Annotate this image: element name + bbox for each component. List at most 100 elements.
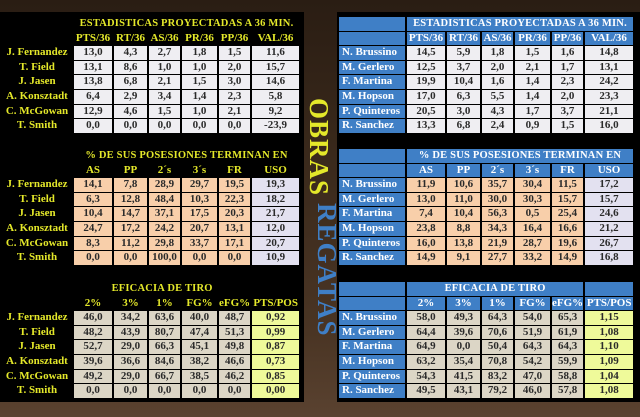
stat-cell: 14,1 — [74, 178, 112, 192]
stat-cell: 49,3 — [447, 311, 480, 325]
stat-cell: 13,0 — [407, 192, 445, 207]
stat-cell: 47,0 — [515, 369, 550, 384]
stat-cell: 24,7 — [74, 221, 112, 236]
stat-cell: 1,08 — [585, 325, 634, 340]
table-title: EFICACIA DE TIRO — [111, 283, 213, 294]
player-name: C. McGowan — [5, 104, 69, 117]
stat-cell: 70,8 — [482, 354, 513, 369]
table-row: M. Gerlero 64,4 39,6 70,6 51,9 61,9 1,08 — [339, 325, 634, 340]
table-row: C. McGowan 49,2 29,0 66,7 38,5 46,2 0,85 — [2, 369, 300, 384]
team-label-obras: OBRAS — [304, 98, 334, 197]
column-header: AS — [407, 163, 445, 178]
stat-cell: 54,3 — [407, 369, 445, 384]
stat-cell: 8,3 — [74, 236, 112, 251]
stat-cell: 30,3 — [515, 192, 550, 207]
stat-cell: 23,8 — [407, 221, 445, 236]
stat-cell: 46,0 — [515, 384, 550, 398]
stat-cell: 9,2 — [252, 104, 299, 119]
table-row: J. Fernandez 14,1 7,8 28,9 29,7 19,5 19,3 — [2, 178, 299, 192]
player-name: J. Jasen — [18, 207, 56, 220]
stat-cell: 1,04 — [585, 369, 634, 384]
column-header: eFG% — [552, 296, 584, 311]
stat-cell: 46,6 — [219, 354, 251, 369]
stat-cell: 1,4 — [515, 89, 550, 104]
table-row: N. Brussino 11,9 10,6 35,7 30,4 11,5 17,2 — [339, 178, 633, 192]
table-row: F. Martina 7,4 10,4 56,3 0,5 25,4 24,6 — [339, 207, 633, 221]
team-label-regatas: REGATAS — [312, 203, 342, 337]
regatas-table-1: ESTADISTICAS PROYECTADAS A 36 MIN. PTS/36… — [337, 16, 635, 134]
stat-cell: 14,5 — [407, 46, 445, 60]
stat-cell: 21,1 — [585, 104, 633, 119]
stat-cell: 2,3 — [552, 75, 583, 89]
stat-cell: 13,1 — [219, 221, 250, 236]
stat-cell: 45,1 — [182, 340, 217, 354]
stat-cell: 83,2 — [482, 369, 513, 384]
corner-cell — [2, 164, 72, 178]
stat-cell: 1,7 — [552, 60, 583, 75]
stat-cell: 0,9 — [515, 119, 550, 133]
column-header: 1% — [482, 296, 513, 311]
column-header: PR/36 — [185, 31, 214, 44]
stat-cell: 11,2 — [114, 236, 147, 251]
obras-table-1: ESTADISTICAS PROYECTADAS A 36 MIN. PTS/36… — [0, 16, 301, 134]
stat-cell: 36,6 — [114, 354, 147, 369]
stat-cell: 1,0 — [182, 60, 217, 75]
stat-cell: 21,9 — [482, 236, 513, 251]
stat-cell: 21,7 — [252, 207, 299, 221]
stat-cell: 2,4 — [482, 119, 513, 133]
stat-cell: 20,5 — [407, 104, 445, 119]
stat-cell: 3,7 — [552, 104, 583, 119]
stat-cell: 17,1 — [219, 236, 250, 251]
stat-cell: 10,6 — [447, 178, 480, 192]
stat-cell: 1,5 — [149, 104, 180, 119]
stat-cell: 51,3 — [219, 325, 251, 340]
stat-cell: 0,0 — [182, 119, 217, 133]
stat-cell: 28,9 — [149, 178, 180, 192]
column-header: 3% — [122, 296, 139, 309]
table-row: C. McGowan 12,9 4,6 1,5 1,0 2,1 9,2 — [2, 104, 299, 119]
stat-cell: 100,0 — [149, 251, 180, 265]
stat-cell: 33,2 — [515, 251, 550, 265]
table-row: C. McGowan 8,3 11,2 29,8 33,7 17,1 20,7 — [2, 236, 299, 251]
stat-cell: 30,4 — [515, 178, 550, 192]
player-name: J. Fernandez — [6, 311, 68, 324]
player-name: F. Martina — [339, 75, 405, 89]
stat-cell: 20,3 — [219, 207, 250, 221]
stat-cell: 1,6 — [482, 75, 513, 89]
player-name: T. Field — [19, 192, 55, 205]
table-row: J. Fernandez 46,0 34,2 63,6 40,0 48,7 0,92 — [2, 311, 300, 325]
table-row: M. Hopson 63,2 35,4 70,8 54,2 59,9 1,09 — [339, 354, 634, 369]
column-header: PP — [123, 163, 138, 176]
stat-cell: 20,7 — [182, 221, 217, 236]
stat-cell: 43,9 — [114, 325, 147, 340]
stat-cell: 17,5 — [182, 207, 217, 221]
table-row: J. Jasen 52,7 29,0 66,3 45,1 49,8 0,87 — [2, 340, 300, 354]
player-name: J. Jasen — [18, 75, 56, 88]
stat-cell: 23,3 — [585, 89, 633, 104]
column-header: 1% — [156, 296, 173, 309]
column-header: 3´s — [515, 163, 550, 178]
column-header: FR — [227, 163, 242, 176]
stat-cell: 0,0 — [74, 251, 112, 265]
stat-cell: 19,6 — [552, 236, 583, 251]
stat-cell: 49,2 — [74, 369, 112, 384]
column-header: 3% — [447, 296, 480, 311]
stat-cell: 15,7 — [585, 192, 633, 207]
stat-cell: 30,0 — [482, 192, 513, 207]
column-header: RT/36 — [447, 31, 480, 46]
table-row: R. Sanchez 13,3 6,8 2,4 0,9 1,5 16,0 — [339, 119, 633, 133]
column-header: AS/36 — [150, 31, 179, 44]
stat-cell: 0,0 — [182, 251, 217, 265]
stat-cell: 3,7 — [447, 60, 480, 75]
table-title: ESTADISTICAS PROYECTADAS A 36 MIN. — [79, 18, 294, 29]
table-title: % DE SUS POSESIONES TERMINAN EN — [85, 150, 288, 161]
column-header: eFG% — [219, 296, 251, 309]
stat-cell: 6,3 — [447, 89, 480, 104]
stat-cell: 1,15 — [585, 311, 634, 325]
stat-cell: 15,7 — [552, 192, 583, 207]
obras-table-2: % DE SUS POSESIONES TERMINAN EN AS PP 2´s 3´… — [0, 148, 301, 266]
stat-cell: 0,0 — [219, 119, 250, 133]
player-name: R. Sanchez — [339, 251, 405, 265]
stat-cell: 2,1 — [149, 75, 180, 89]
column-header: AS — [85, 163, 101, 176]
